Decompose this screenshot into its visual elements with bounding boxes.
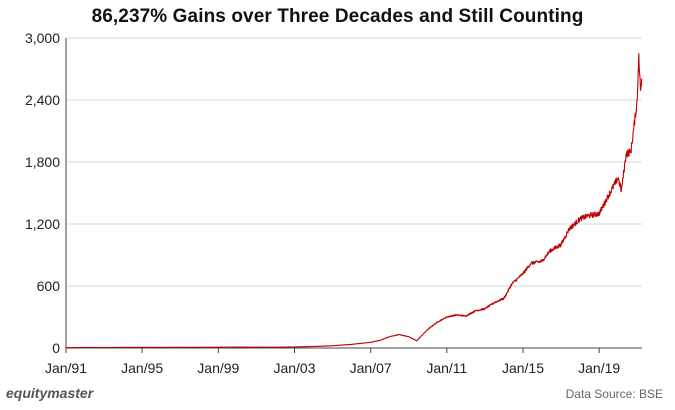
y-tick-label: 2,400 bbox=[25, 92, 60, 108]
y-tick-label: 0 bbox=[52, 340, 60, 356]
x-tick-label: Jan/19 bbox=[578, 360, 620, 376]
chart-title: 86,237% Gains over Three Decades and Sti… bbox=[91, 6, 584, 27]
y-tick-label: 600 bbox=[37, 278, 61, 294]
x-tick-label: Jan/99 bbox=[197, 360, 239, 376]
x-tick-label: Jan/15 bbox=[502, 360, 544, 376]
x-tick-label: Jan/11 bbox=[426, 360, 467, 376]
brand-logo: equitymaster bbox=[6, 385, 94, 401]
sensex-line bbox=[65, 52, 643, 349]
y-tick-label: 1,800 bbox=[25, 154, 60, 170]
data-source-note: Data Source: BSE bbox=[565, 387, 663, 401]
x-tick-label: Jan/03 bbox=[273, 360, 315, 376]
x-tick-label: Jan/07 bbox=[350, 360, 392, 376]
x-tick-label: Jan/95 bbox=[121, 360, 163, 376]
x-tick-label: Jan/91 bbox=[45, 360, 87, 376]
y-tick-label: 3,000 bbox=[25, 30, 60, 46]
y-tick-label: 1,200 bbox=[25, 216, 60, 232]
